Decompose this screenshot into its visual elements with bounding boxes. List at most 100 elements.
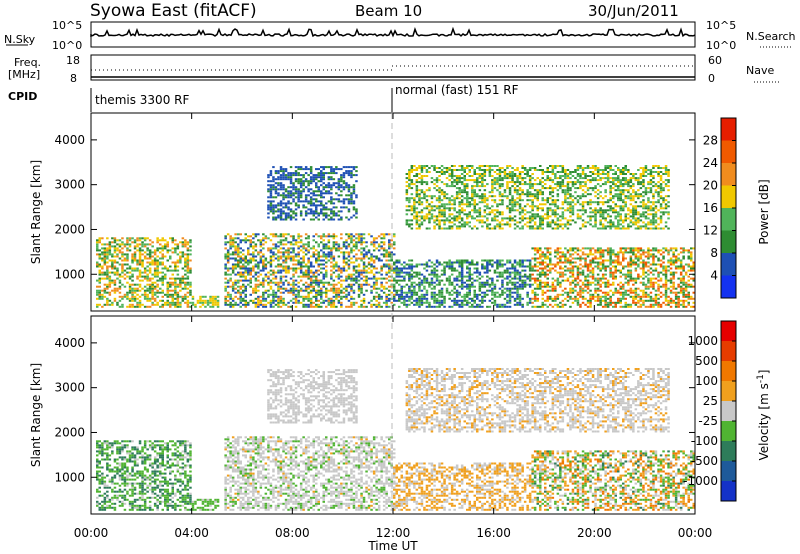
data-cell	[322, 235, 325, 238]
data-cell	[591, 277, 595, 280]
data-cell	[320, 281, 323, 284]
data-cell	[493, 283, 497, 286]
data-cell	[362, 283, 366, 286]
data-cell	[569, 281, 572, 284]
data-cell	[350, 186, 353, 189]
data-cell	[156, 283, 159, 286]
data-cell	[501, 273, 504, 276]
data-cell	[108, 251, 112, 254]
data-cell	[262, 237, 265, 240]
data-cell	[169, 301, 172, 304]
data-cell	[375, 257, 378, 260]
data-cell	[148, 253, 152, 256]
data-cell	[664, 273, 668, 276]
data-cell	[486, 263, 489, 266]
data-cell	[325, 261, 328, 264]
data-cell	[453, 185, 456, 188]
data-cell	[460, 283, 464, 286]
data-cell	[612, 301, 615, 304]
data-cell	[443, 265, 446, 268]
data-cell	[239, 295, 242, 298]
data-cell	[304, 194, 308, 197]
data-cell	[355, 269, 358, 272]
data-cell	[571, 279, 575, 282]
data-cell	[184, 295, 187, 298]
data-cell	[591, 295, 595, 298]
data-cell	[601, 273, 605, 276]
data-cell	[531, 289, 534, 292]
data-cell	[320, 174, 323, 177]
data-cell	[614, 303, 617, 306]
data-cell	[302, 283, 305, 286]
data-cell	[272, 277, 275, 280]
data-cell	[320, 255, 323, 258]
data-cell	[569, 269, 572, 272]
data-cell	[460, 191, 464, 194]
data-cell	[239, 301, 242, 304]
data-cell	[123, 295, 127, 298]
data-cell	[352, 190, 356, 193]
data-cell	[272, 196, 275, 199]
data-cell	[455, 301, 459, 304]
data-cell	[106, 237, 109, 240]
data-cell	[506, 289, 509, 292]
data-cell	[347, 275, 351, 278]
data-cell	[460, 169, 464, 171]
data-cell	[385, 301, 388, 304]
data-cell	[337, 243, 341, 246]
data-cell	[428, 301, 431, 304]
data-cell	[664, 289, 668, 292]
data-cell	[398, 259, 401, 262]
data-cell	[242, 257, 245, 260]
data-cell	[617, 259, 620, 262]
data-cell	[299, 269, 303, 272]
data-cell	[637, 295, 640, 298]
data-cell	[569, 247, 572, 250]
data-cell	[249, 267, 252, 270]
data-cell	[116, 255, 119, 258]
data-cell	[226, 255, 230, 258]
data-cell	[206, 299, 210, 302]
data-cell	[511, 277, 514, 280]
data-cell	[133, 255, 137, 258]
data-cell	[325, 273, 328, 276]
data-cell	[561, 305, 565, 308]
data-cell	[181, 295, 185, 298]
data-cell	[322, 253, 325, 256]
data-cell	[428, 303, 431, 306]
data-cell	[345, 261, 348, 264]
data-cell	[146, 293, 149, 296]
data-cell	[448, 283, 451, 286]
data-cell	[672, 287, 675, 290]
data-cell	[471, 203, 474, 206]
data-cell	[325, 269, 328, 272]
data-cell	[445, 177, 449, 180]
data-cell	[136, 261, 139, 264]
data-cell	[367, 257, 371, 260]
data-cell	[473, 209, 476, 212]
data-cell	[272, 176, 275, 179]
data-cell	[435, 283, 439, 286]
data-cell	[634, 261, 638, 264]
data-cell	[171, 269, 174, 272]
data-cell	[96, 303, 99, 306]
data-cell	[287, 301, 290, 304]
data-cell	[473, 289, 476, 292]
data-cell	[420, 191, 424, 194]
data-cell	[382, 287, 386, 290]
data-cell	[460, 267, 464, 270]
data-cell	[174, 247, 177, 250]
data-cell	[181, 275, 185, 278]
data-cell	[176, 291, 180, 294]
data-cell	[614, 287, 617, 290]
data-cell	[614, 269, 617, 272]
data-cell	[380, 233, 383, 236]
data-cell	[365, 289, 368, 292]
data-cell	[320, 204, 323, 207]
data-cell	[237, 243, 240, 246]
data-cell	[297, 267, 300, 270]
data-cell	[121, 275, 124, 278]
data-cell	[302, 257, 305, 260]
data-cell	[629, 273, 633, 276]
data-cell	[433, 195, 436, 198]
